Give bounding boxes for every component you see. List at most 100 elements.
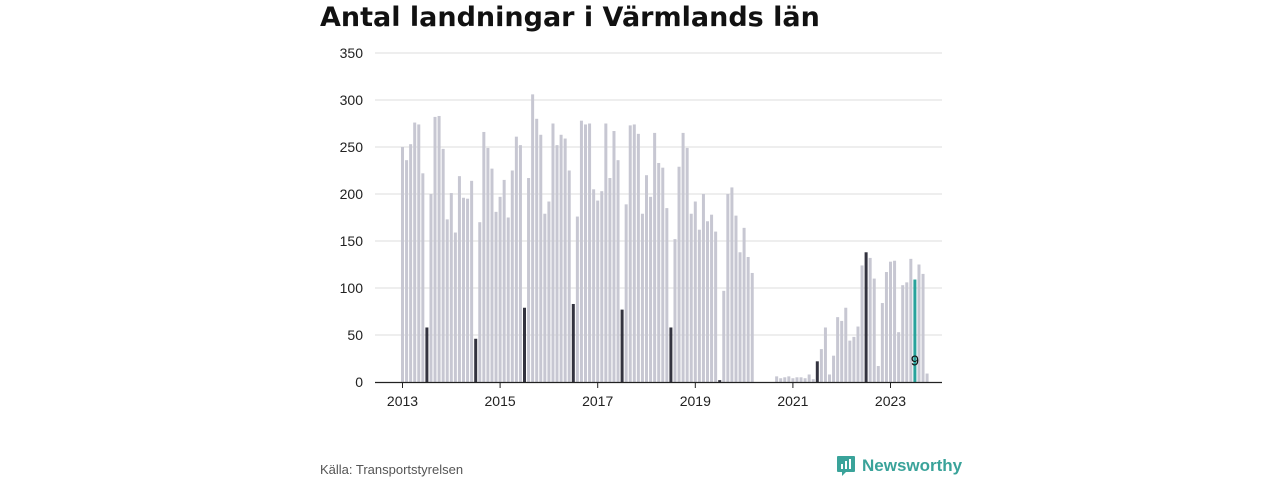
bar [482, 131, 486, 382]
bars [401, 94, 929, 383]
bar [592, 189, 596, 382]
bar [840, 320, 844, 382]
bar [706, 221, 709, 382]
bar [539, 134, 543, 382]
bar [742, 227, 746, 382]
bar [405, 160, 409, 382]
bar [551, 123, 555, 382]
bar [807, 374, 811, 382]
bar [661, 167, 665, 382]
bar [445, 219, 449, 382]
bar [620, 309, 624, 382]
y-tick-label: 350 [340, 45, 364, 61]
bar [441, 148, 445, 382]
bar [848, 340, 852, 382]
bar [421, 173, 425, 382]
bar [579, 120, 583, 383]
bar [897, 332, 901, 382]
bar [693, 201, 697, 382]
y-tick-label: 50 [347, 327, 363, 343]
bar [608, 178, 612, 382]
bar [498, 196, 502, 382]
bar [872, 278, 876, 382]
bar [523, 307, 526, 382]
bar [909, 258, 913, 382]
x-tick-label: 2017 [582, 393, 613, 409]
bar [730, 187, 734, 382]
bar [575, 216, 579, 382]
bar [901, 285, 905, 382]
bar [815, 361, 819, 382]
bar [518, 145, 522, 382]
bar [612, 131, 616, 382]
bar [697, 229, 701, 382]
bar [555, 145, 559, 382]
bar [864, 252, 868, 382]
y-tick-label: 200 [340, 186, 364, 202]
bar [571, 303, 575, 382]
bar [665, 208, 669, 382]
source-note: Källa: Transportstyrelsen [320, 462, 464, 477]
bar [917, 264, 921, 382]
bar [819, 349, 823, 382]
bar [876, 366, 880, 382]
bar [510, 170, 514, 382]
bar [588, 123, 592, 382]
bar [535, 118, 539, 383]
bar [925, 373, 929, 382]
x-tick-label: 2013 [387, 393, 418, 409]
bar [722, 290, 726, 382]
bar [640, 213, 644, 382]
bar [893, 260, 897, 382]
bar [681, 132, 685, 382]
bar [836, 317, 840, 382]
chart-title: Antal landningar i Värmlands län [320, 2, 820, 33]
bar [543, 213, 547, 382]
bar [449, 193, 453, 382]
bar [502, 179, 506, 382]
bar [669, 327, 673, 382]
bar [547, 201, 551, 382]
bar [750, 272, 754, 382]
bar [738, 252, 742, 382]
bar [470, 180, 474, 382]
bar [413, 122, 417, 382]
bar [462, 197, 465, 382]
bar [880, 303, 884, 382]
bar [616, 160, 620, 382]
newsworthy-chart-icon [837, 456, 855, 476]
bar [860, 265, 864, 382]
bar [852, 336, 856, 382]
bar [645, 175, 648, 382]
x-tick-label: 2023 [875, 393, 906, 409]
bar [811, 379, 815, 382]
x-tick-label: 2019 [680, 393, 711, 409]
bar [734, 215, 738, 382]
bar [653, 132, 657, 382]
bar [494, 211, 498, 382]
bar [710, 214, 714, 382]
bar [868, 257, 872, 382]
bar [795, 377, 799, 382]
bar [457, 176, 461, 382]
x-tick-label: 2021 [777, 393, 808, 409]
brand-logo[interactable]: Newsworthy [836, 455, 962, 477]
bar [604, 123, 608, 382]
bar [832, 355, 836, 382]
y-tick-label: 250 [340, 139, 364, 155]
bar [567, 170, 571, 382]
bar [787, 376, 791, 382]
latest-value-label: 9 [911, 353, 919, 370]
y-tick-label: 300 [340, 92, 364, 108]
bar [823, 327, 827, 382]
bar [884, 272, 888, 382]
bar [417, 124, 421, 382]
bar [584, 124, 587, 382]
bar [527, 178, 531, 382]
bar [649, 196, 653, 382]
bar [677, 166, 681, 382]
bar [401, 147, 404, 382]
bar [913, 279, 917, 382]
y-tick-label: 150 [340, 233, 364, 249]
